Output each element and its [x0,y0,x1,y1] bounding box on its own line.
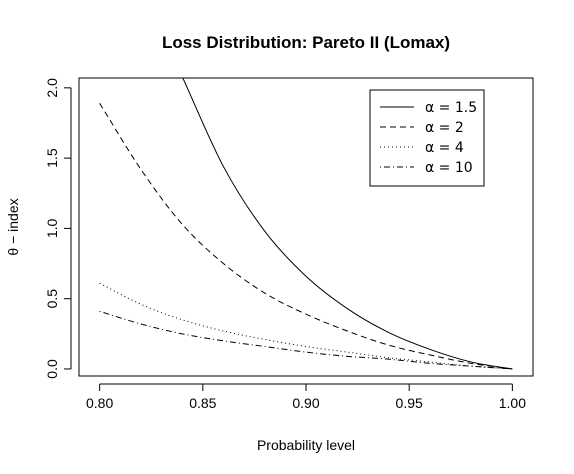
legend-label: α = 1.5 [425,100,477,116]
series-layer [99,78,513,370]
x-tick-label: 1.00 [499,395,526,411]
y-tick-label: 1.5 [44,148,60,168]
legend-label: α = 10 [425,160,473,176]
chart-title: Loss Distribution: Pareto II (Lomax) [162,33,450,52]
x-tick-label: 0.95 [396,395,423,411]
y-axis: 0.0 0.5 1.0 1.5 2.0 [44,78,72,379]
x-tick-label: 0.85 [189,395,216,411]
legend-box [369,89,485,187]
x-axis-label: Probability level [257,437,355,453]
x-tick-label: 0.90 [292,395,319,411]
y-axis-label: θ − index [5,198,21,255]
y-tick-label: 2.0 [44,78,60,98]
plot-frame [78,77,534,377]
y-tick-label: 0.0 [44,359,60,379]
series-line-1 [182,78,513,370]
legend-label: α = 4 [425,140,464,156]
y-tick-label: 0.5 [44,289,60,309]
legend: α = 1.5 α = 2 α = 4 α = 10 [369,89,485,187]
x-axis: 0.80 0.85 0.90 0.95 1.00 [86,383,526,411]
y-tick-label: 1.0 [44,218,60,238]
x-tick-label: 0.80 [86,395,113,411]
series-line-4 [99,310,513,370]
series-line-2 [99,103,513,370]
legend-label: α = 2 [425,120,464,136]
